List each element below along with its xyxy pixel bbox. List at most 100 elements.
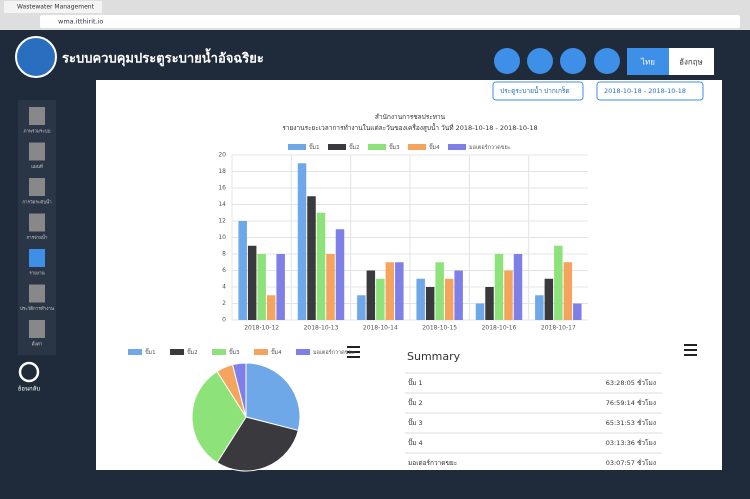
gate-label: ประตูระบายน้ำ ปากเกร็ด — [500, 86, 570, 95]
bar — [297, 163, 307, 320]
summary-time: 03:13:36 ชั่วโมง — [606, 438, 656, 447]
menu-icon[interactable] — [347, 346, 360, 358]
summary-title: Summary — [407, 350, 461, 363]
bar — [326, 254, 335, 320]
legend-label: ปั๊ม2 — [187, 348, 198, 356]
legend-swatch — [296, 349, 310, 355]
tab[interactable] — [4, 1, 102, 13]
pie-slice — [216, 416, 299, 472]
legend-swatch — [128, 349, 142, 355]
bar — [376, 278, 385, 320]
content-panel — [96, 80, 722, 470]
bar — [573, 303, 582, 320]
bar — [385, 262, 395, 320]
date-select[interactable] — [596, 81, 704, 101]
gate-select[interactable] — [492, 81, 584, 101]
y-tick-label: 6 — [222, 267, 226, 274]
lang-label: อังกฤษ — [679, 58, 703, 67]
sidebar-label: การจ่ายน้ำ — [26, 234, 48, 241]
lang-en[interactable] — [669, 48, 714, 75]
device-button[interactable] — [560, 48, 586, 74]
bar — [416, 278, 425, 320]
y-tick-label: 4 — [222, 284, 226, 291]
sidebar-icon[interactable] — [29, 178, 45, 196]
sidebar-label: รายงาน — [29, 271, 44, 277]
bar — [513, 254, 523, 320]
legend-label: ปั๊ม2 — [349, 143, 360, 151]
bar — [366, 270, 376, 320]
bar — [485, 287, 494, 320]
y-tick-label: 16 — [218, 185, 226, 192]
y-tick-label: 8 — [222, 251, 226, 258]
legend-label: ปั๊ม4 — [429, 143, 440, 151]
tab-title: Wastewater Management — [17, 4, 95, 11]
sidebar-label: การวัดระดับน้ำ — [22, 199, 52, 206]
sidebar-icon[interactable] — [29, 142, 45, 161]
legend-label: ปั๊ม4 — [271, 348, 282, 356]
chart-title: สำนักงานการชลประทาน — [375, 113, 446, 121]
sidebar-label: ตั้งค่า — [32, 341, 43, 348]
sidebar-icon[interactable] — [29, 107, 45, 125]
y-tick-label: 14 — [218, 201, 226, 208]
summary-name: ปั๊ม 2 — [408, 398, 423, 407]
y-tick-label: 0 — [222, 317, 226, 324]
bar — [335, 229, 345, 320]
back-icon[interactable] — [18, 361, 40, 383]
summary-time: 03:07:57 ชั่วโมง — [606, 458, 656, 467]
legend-swatch — [448, 144, 466, 150]
sidebar-label: ประวัติการทำงาน — [20, 305, 54, 312]
sidebar-label: แผนที่ — [31, 163, 43, 170]
bar — [435, 262, 444, 320]
x-tick-label: 2018-10-16 — [482, 325, 517, 332]
bell-button[interactable] — [494, 48, 520, 74]
bar — [257, 254, 266, 320]
legend-swatch — [288, 144, 306, 150]
summary-name: ปั๊ม 3 — [408, 418, 423, 427]
url: wma.itthirit.io — [58, 18, 103, 26]
pie-slice — [231, 362, 247, 418]
lang-th[interactable] — [627, 48, 669, 75]
pie-slice — [191, 370, 247, 464]
summary-name: ปั๊ม 4 — [408, 438, 423, 447]
summary-name: ปั๊ม 1 — [408, 378, 423, 387]
app-title: ระบบควบคุมประตูระบายน้ำอัจฉริยะ — [62, 48, 264, 67]
legend-label: มอเตอร์กวาดขยะ — [313, 349, 355, 356]
legend-swatch — [368, 144, 386, 150]
legend-label: ปั๊ม1 — [145, 348, 156, 356]
y-tick-label: 10 — [218, 234, 226, 241]
legend-swatch — [328, 144, 346, 150]
bar — [238, 221, 247, 320]
bar — [276, 254, 285, 320]
date-label: 2018-10-18 - 2018-10-18 — [604, 87, 686, 95]
legend-label: ปั๊ม3 — [229, 348, 240, 356]
bar — [444, 278, 454, 320]
legend-swatch — [170, 349, 184, 355]
sidebar-icon[interactable] — [29, 284, 45, 303]
sidebar-icon[interactable] — [29, 320, 45, 338]
legend-label: มอเตอร์กวาดขยะ — [469, 144, 511, 151]
sidebar-icon[interactable] — [29, 249, 45, 267]
x-tick-label: 2018-10-15 — [422, 325, 457, 332]
bar — [425, 287, 435, 320]
back-label[interactable]: ย้อนกลับ — [18, 386, 41, 393]
x-tick-label: 2018-10-14 — [363, 325, 398, 332]
summary-time: 76:59:14 ชั่วโมง — [606, 398, 656, 407]
user-button[interactable] — [527, 48, 553, 74]
address-bar[interactable] — [40, 15, 740, 28]
bar — [316, 212, 326, 320]
legend-label: ปั๊ม3 — [389, 143, 400, 151]
chart-subtitle: รายงานระยะเวลาการทำงานในแต่ละวันของเครื่… — [282, 123, 537, 132]
summary-name: มอเตอร์กวาดขยะ — [408, 459, 457, 467]
bar — [504, 270, 513, 320]
lang-label: ไทย — [640, 58, 655, 67]
bar — [544, 278, 554, 320]
bar — [535, 295, 544, 320]
bar — [563, 262, 573, 320]
settings-button[interactable] — [594, 48, 620, 74]
bar — [475, 303, 485, 320]
y-tick-label: 2 — [222, 300, 226, 307]
sidebar-icon[interactable] — [29, 213, 45, 232]
menu-icon[interactable] — [684, 344, 697, 356]
